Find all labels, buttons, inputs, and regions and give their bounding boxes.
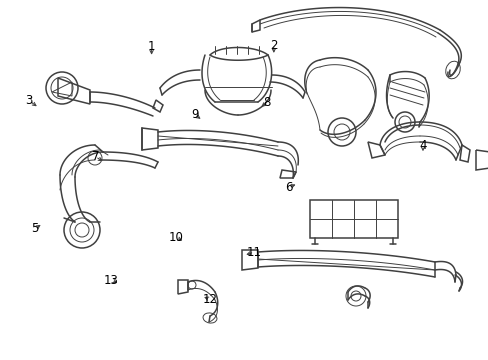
Text: 9: 9 <box>190 108 198 121</box>
Text: 7: 7 <box>91 150 99 163</box>
Text: 11: 11 <box>246 246 261 258</box>
Text: 12: 12 <box>203 293 217 306</box>
Text: 8: 8 <box>262 96 270 109</box>
Text: 1: 1 <box>147 40 155 53</box>
Text: 13: 13 <box>104 274 119 287</box>
Text: 6: 6 <box>284 181 292 194</box>
Text: 2: 2 <box>269 39 277 51</box>
Text: 10: 10 <box>168 231 183 244</box>
Text: 4: 4 <box>418 139 426 152</box>
Text: 5: 5 <box>31 222 39 235</box>
Text: 3: 3 <box>25 94 33 107</box>
